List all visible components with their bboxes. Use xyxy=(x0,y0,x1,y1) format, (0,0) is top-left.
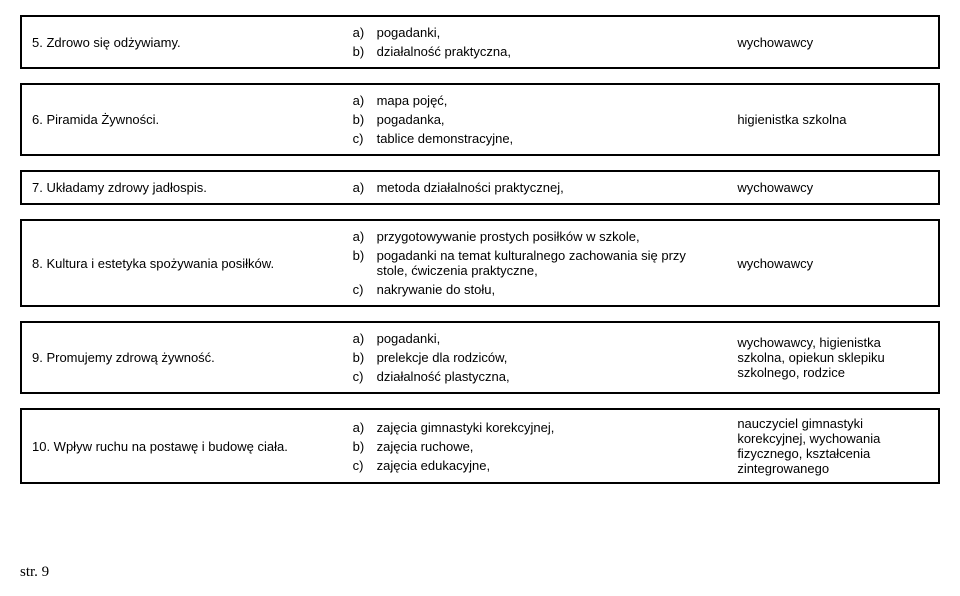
list-marker: a) xyxy=(353,25,377,40)
list-text: tablice demonstracyjne, xyxy=(377,131,718,146)
list-marker: b) xyxy=(353,248,377,278)
topic-cell: 9. Promujemy zdrową żywność. xyxy=(22,323,343,392)
list-item: b)prelekcje dla rodziców, xyxy=(353,350,718,365)
list-text: przygotowywanie prostych posiłków w szko… xyxy=(377,229,718,244)
list-text: pogadanki na temat kulturalnego zachowan… xyxy=(377,248,718,278)
list-item: c)działalność plastyczna, xyxy=(353,369,718,384)
owner-text: wychowawcy xyxy=(737,256,928,271)
table-row: 9. Promujemy zdrową żywność. a)pogadanki,… xyxy=(20,321,940,394)
list-marker: a) xyxy=(353,180,377,195)
owner-cell: wychowawcy xyxy=(727,172,938,203)
table-row: 5. Zdrowo się odżywiamy.a)pogadanki,b)dz… xyxy=(20,15,940,69)
list-marker: c) xyxy=(353,282,377,297)
topic-cell: 5. Zdrowo się odżywiamy. xyxy=(22,17,343,67)
owner-cell: higienistka szkolna xyxy=(727,85,938,154)
owner-text: nauczyciel gimnastyki korekcyjnej, wycho… xyxy=(737,416,928,476)
owner-cell: wychowawcy xyxy=(727,17,938,67)
topic-cell: 7. Układamy zdrowy jadłospis. xyxy=(22,172,343,203)
table-body: 5. Zdrowo się odżywiamy.a)pogadanki,b)dz… xyxy=(20,15,940,484)
list-marker: c) xyxy=(353,458,377,473)
list-text: działalność plastyczna, xyxy=(377,369,718,384)
list-item: a)pogadanki, xyxy=(353,25,718,40)
list-marker: b) xyxy=(353,350,377,365)
topic-text: 7. Układamy zdrowy jadłospis. xyxy=(32,180,333,195)
methods-cell: a)metoda działalności praktycznej, xyxy=(343,172,728,203)
topic-cell: 6. Piramida Żywności. xyxy=(22,85,343,154)
list-text: pogadanka, xyxy=(377,112,718,127)
topic-cell: 10. Wpływ ruchu na postawę i budowę ciał… xyxy=(22,410,343,482)
topic-text: 6. Piramida Żywności. xyxy=(32,112,333,127)
methods-cell: a)pogadanki,b)działalność praktyczna, xyxy=(343,17,728,67)
list-marker: c) xyxy=(353,131,377,146)
list-item: a)przygotowywanie prostych posiłków w sz… xyxy=(353,229,718,244)
list-item: c)tablice demonstracyjne, xyxy=(353,131,718,146)
list-item: a)metoda działalności praktycznej, xyxy=(353,180,718,195)
list-marker: a) xyxy=(353,331,377,346)
list-marker: a) xyxy=(353,229,377,244)
list-marker: b) xyxy=(353,439,377,454)
list-item: c)zajęcia edukacyjne, xyxy=(353,458,718,473)
topic-text: 8. Kultura i estetyka spożywania posiłkó… xyxy=(32,256,333,271)
list-item: c)nakrywanie do stołu, xyxy=(353,282,718,297)
list-text: nakrywanie do stołu, xyxy=(377,282,718,297)
owner-text: wychowawcy xyxy=(737,180,928,195)
list-item: b)pogadanka, xyxy=(353,112,718,127)
page-footer: str. 9 xyxy=(20,564,940,581)
list-text: zajęcia edukacyjne, xyxy=(377,458,718,473)
topic-text: 5. Zdrowo się odżywiamy. xyxy=(32,35,333,50)
methods-cell: a)przygotowywanie prostych posiłków w sz… xyxy=(343,221,728,305)
list-item: a)mapa pojęć, xyxy=(353,93,718,108)
owner-text: higienistka szkolna xyxy=(737,112,928,127)
topic-text: 9. Promujemy zdrową żywność. xyxy=(32,350,333,365)
list-item: a)zajęcia gimnastyki korekcyjnej, xyxy=(353,420,718,435)
list-text: pogadanki, xyxy=(377,25,718,40)
list-item: a)pogadanki, xyxy=(353,331,718,346)
table-row: 7. Układamy zdrowy jadłospis. a)metoda dz… xyxy=(20,170,940,205)
table-row: 8. Kultura i estetyka spożywania posiłkó… xyxy=(20,219,940,307)
table-row: 6. Piramida Żywności.a)mapa pojęć,b)poga… xyxy=(20,83,940,156)
methods-cell: a)zajęcia gimnastyki korekcyjnej,b)zajęc… xyxy=(343,410,728,482)
list-text: działalność praktyczna, xyxy=(377,44,718,59)
owner-cell: nauczyciel gimnastyki korekcyjnej, wycho… xyxy=(727,410,938,482)
table-row: 10. Wpływ ruchu na postawę i budowę ciał… xyxy=(20,408,940,484)
list-marker: a) xyxy=(353,93,377,108)
methods-cell: a)mapa pojęć,b)pogadanka,c)tablice demon… xyxy=(343,85,728,154)
owner-text: wychowawcy, higienistka szkolna, opiekun… xyxy=(737,335,928,380)
list-text: zajęcia ruchowe, xyxy=(377,439,718,454)
topic-text: 10. Wpływ ruchu na postawę i budowę ciał… xyxy=(32,439,333,454)
list-item: b)zajęcia ruchowe, xyxy=(353,439,718,454)
topic-cell: 8. Kultura i estetyka spożywania posiłkó… xyxy=(22,221,343,305)
list-text: pogadanki, xyxy=(377,331,718,346)
owner-cell: wychowawcy xyxy=(727,221,938,305)
owner-text: wychowawcy xyxy=(737,35,928,50)
list-text: mapa pojęć, xyxy=(377,93,718,108)
list-item: b)działalność praktyczna, xyxy=(353,44,718,59)
list-marker: b) xyxy=(353,44,377,59)
owner-cell: wychowawcy, higienistka szkolna, opiekun… xyxy=(727,323,938,392)
list-item: b)pogadanki na temat kulturalnego zachow… xyxy=(353,248,718,278)
list-marker: b) xyxy=(353,112,377,127)
methods-cell: a)pogadanki,b)prelekcje dla rodziców,c)d… xyxy=(343,323,728,392)
list-text: zajęcia gimnastyki korekcyjnej, xyxy=(377,420,718,435)
list-text: metoda działalności praktycznej, xyxy=(377,180,718,195)
list-marker: a) xyxy=(353,420,377,435)
list-marker: c) xyxy=(353,369,377,384)
list-text: prelekcje dla rodziców, xyxy=(377,350,718,365)
